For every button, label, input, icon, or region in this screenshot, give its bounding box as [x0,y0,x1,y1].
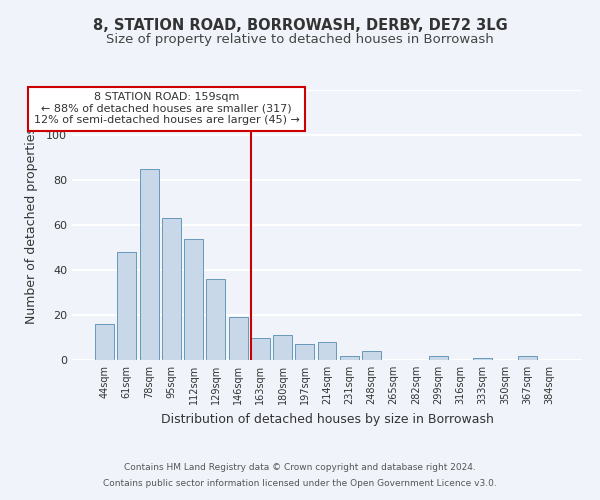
Text: Size of property relative to detached houses in Borrowash: Size of property relative to detached ho… [106,32,494,46]
Bar [518,356,536,360]
Bar [340,356,359,360]
Y-axis label: Number of detached properties: Number of detached properties [25,126,38,324]
Bar [473,358,492,360]
Bar [317,342,337,360]
Bar [362,351,381,360]
Bar [273,335,292,360]
Text: Contains HM Land Registry data © Crown copyright and database right 2024.: Contains HM Land Registry data © Crown c… [124,464,476,472]
Bar [251,338,270,360]
Bar [295,344,314,360]
Bar [184,238,203,360]
Bar [140,169,158,360]
Bar [95,324,114,360]
Bar [162,218,181,360]
Text: Contains public sector information licensed under the Open Government Licence v3: Contains public sector information licen… [103,478,497,488]
Bar [429,356,448,360]
Bar [118,252,136,360]
X-axis label: Distribution of detached houses by size in Borrowash: Distribution of detached houses by size … [161,412,493,426]
Text: 8 STATION ROAD: 159sqm
← 88% of detached houses are smaller (317)
12% of semi-de: 8 STATION ROAD: 159sqm ← 88% of detached… [34,92,299,126]
Text: 8, STATION ROAD, BORROWASH, DERBY, DE72 3LG: 8, STATION ROAD, BORROWASH, DERBY, DE72 … [92,18,508,32]
Bar [206,279,225,360]
Bar [229,318,248,360]
